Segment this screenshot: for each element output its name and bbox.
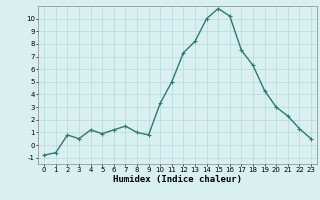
X-axis label: Humidex (Indice chaleur): Humidex (Indice chaleur) — [113, 175, 242, 184]
